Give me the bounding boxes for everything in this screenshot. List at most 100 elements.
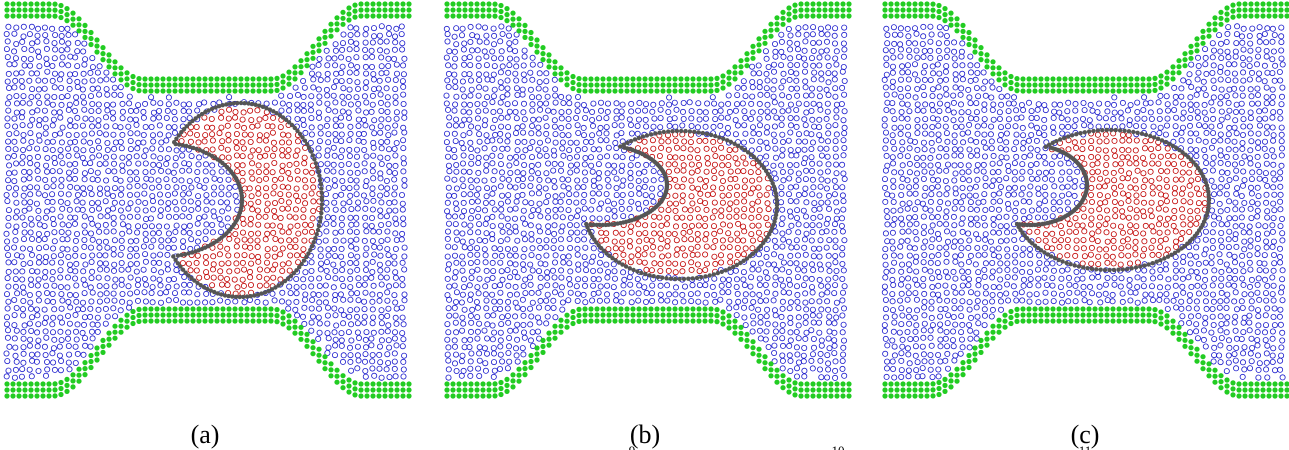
- fluid-particle: [596, 130, 603, 137]
- wall-particle: [822, 7, 828, 13]
- droplet-particle: [225, 131, 232, 138]
- fluid-particle: [628, 130, 635, 137]
- droplet-particle: [271, 199, 278, 206]
- fluid-particle: [96, 252, 103, 259]
- fluid-particle: [551, 117, 558, 124]
- fluid-particle: [695, 298, 702, 305]
- droplet-particle: [286, 237, 293, 244]
- interface-particle: [318, 182, 324, 187]
- interface-particle: [753, 249, 758, 254]
- fluid-particle: [557, 198, 564, 205]
- fluid-particle: [504, 101, 511, 108]
- fluid-particle: [332, 99, 339, 106]
- fluid-particle: [20, 328, 27, 335]
- droplet-particle: [293, 192, 300, 199]
- droplet-particle: [239, 170, 246, 177]
- fluid-particle: [332, 312, 339, 319]
- fluid-particle: [460, 132, 467, 139]
- fluid-particle: [750, 298, 757, 305]
- wall-particle: [268, 312, 274, 318]
- droplet-particle: [619, 238, 626, 245]
- wall-particle: [702, 88, 708, 94]
- fluid-particle: [468, 350, 475, 357]
- fluid-particle: [111, 267, 118, 274]
- wall-particle: [118, 71, 124, 77]
- fluid-particle: [315, 71, 322, 78]
- wall-particle: [124, 318, 130, 324]
- fluid-particle: [11, 138, 18, 145]
- fluid-particle: [476, 221, 483, 228]
- wall-particle: [130, 320, 136, 327]
- fluid-particle: [383, 177, 390, 184]
- fluid-particle: [793, 198, 800, 205]
- fluid-particle: [459, 253, 466, 260]
- fluid-particle: [377, 359, 384, 366]
- wall-particle: [202, 312, 208, 318]
- fluid-particle: [325, 252, 332, 259]
- interface-particle: [677, 276, 682, 282]
- fluid-particle: [498, 321, 505, 328]
- wall-particle: [136, 318, 142, 324]
- wall-particle: [328, 361, 334, 367]
- fluid-particle: [528, 289, 535, 296]
- fluid-particle: [839, 297, 846, 304]
- fluid-particle: [401, 109, 408, 116]
- wall-particle: [510, 22, 516, 28]
- fluid-particle: [445, 243, 452, 250]
- droplet-particle: [650, 243, 657, 250]
- fluid-particle: [482, 117, 489, 124]
- fluid-particle: [452, 221, 459, 228]
- fluid-particle: [467, 92, 474, 99]
- wall-particle: [768, 361, 774, 367]
- wall-particle: [726, 75, 732, 81]
- fluid-particle: [81, 190, 88, 197]
- fluid-particle: [468, 207, 475, 214]
- wall-particle: [588, 88, 594, 94]
- droplet-particle: [764, 221, 771, 228]
- fluid-particle: [58, 176, 65, 183]
- fluid-particle: [399, 343, 406, 350]
- fluid-particle: [732, 131, 739, 138]
- fluid-particle: [50, 176, 57, 183]
- fluid-particle: [301, 320, 308, 327]
- fluid-particle: [491, 168, 498, 175]
- wall-particle: [34, 393, 40, 399]
- interface-particle: [264, 106, 269, 111]
- fluid-particle: [103, 177, 110, 184]
- droplet-particle: [217, 268, 224, 275]
- fluid-particle: [149, 299, 156, 306]
- interface-particle: [625, 140, 630, 145]
- fluid-particle: [543, 199, 550, 206]
- fluid-particle: [363, 245, 370, 252]
- fluid-particle: [391, 176, 398, 183]
- wall-particle: [202, 88, 208, 94]
- fluid-particle: [611, 213, 618, 220]
- droplet-particle: [665, 230, 672, 237]
- fluid-particle: [780, 236, 787, 243]
- droplet-particle: [271, 159, 278, 166]
- wall-particle: [810, 13, 816, 19]
- interface-particle: [184, 143, 189, 149]
- fluid-particle: [816, 192, 823, 199]
- fluid-particle: [497, 329, 504, 336]
- fluid-particle: [117, 307, 124, 314]
- fluid-particle: [302, 291, 309, 298]
- fluid-particle: [51, 55, 58, 62]
- fluid-particle: [317, 161, 324, 168]
- wall-particle: [130, 308, 136, 315]
- fluid-particle: [551, 177, 558, 184]
- droplet-particle: [309, 177, 316, 184]
- fluid-particle: [779, 266, 786, 273]
- fluid-particle: [482, 237, 489, 244]
- fluid-particle: [520, 215, 527, 222]
- fluid-particle: [793, 183, 800, 190]
- fluid-particle: [179, 191, 186, 198]
- wall-particle: [522, 372, 528, 378]
- fluid-particle: [831, 76, 838, 83]
- wall-particle: [618, 82, 624, 88]
- fluid-particle: [127, 137, 134, 144]
- fluid-particle: [453, 161, 460, 168]
- fluid-particle: [611, 200, 618, 207]
- interface-particle: [670, 129, 675, 134]
- droplet-particle: [665, 161, 672, 168]
